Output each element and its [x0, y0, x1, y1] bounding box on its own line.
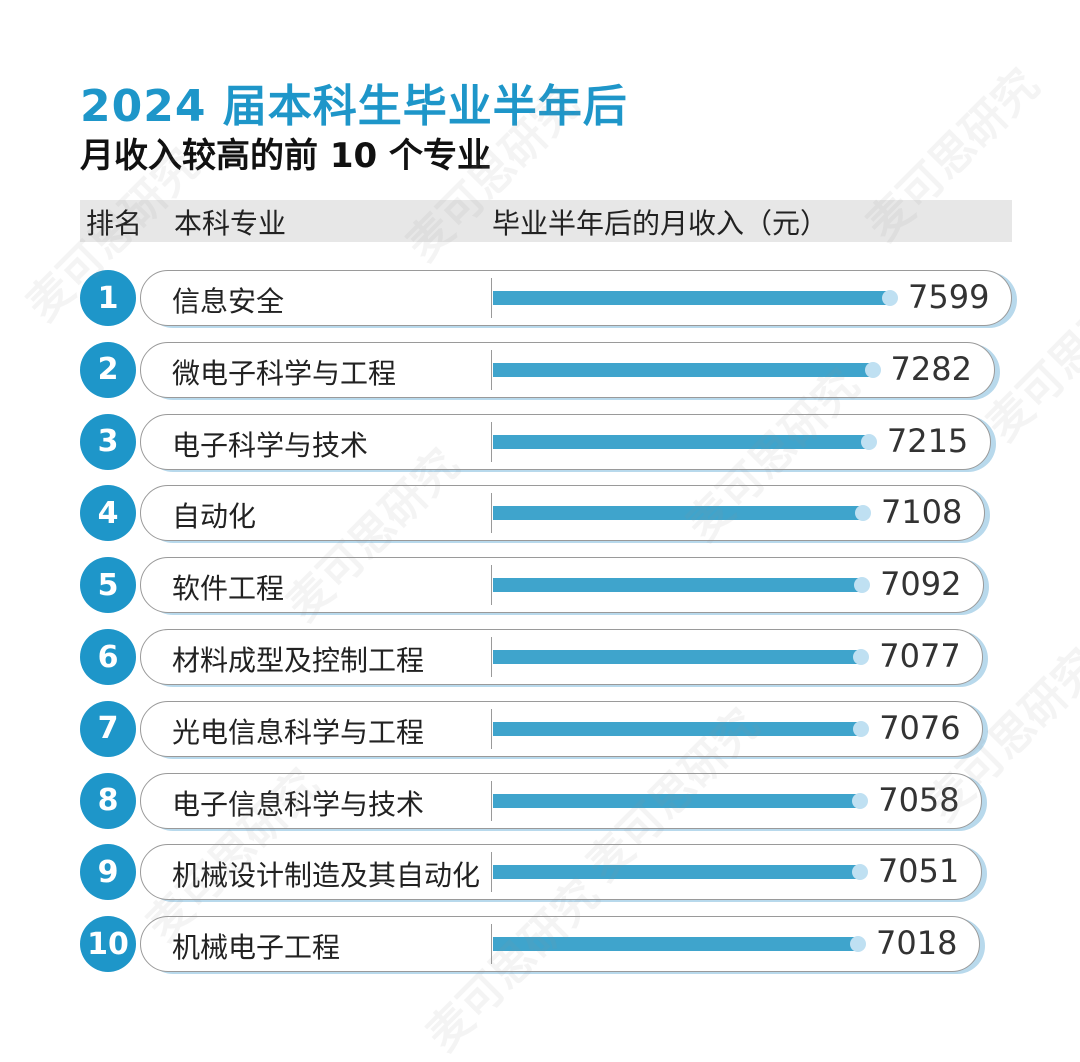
- data-label: 7076: [879, 708, 961, 747]
- chart-row: 9 机械设计制造及其自动化 7051: [80, 844, 988, 901]
- bar-end-dot: [853, 720, 870, 737]
- category-label: 机械电子工程: [172, 931, 341, 965]
- bar-end-dot: [860, 433, 877, 450]
- chart-row: 8 电子信息科学与技术 7058: [80, 772, 988, 829]
- bar-end-dot: [854, 577, 871, 594]
- chart-row: 4 自动化 7108: [80, 485, 991, 542]
- row-divider: [491, 278, 492, 318]
- chart-row: 10 机械电子工程 7018: [80, 916, 986, 973]
- row-divider: [491, 780, 492, 821]
- rank-badge: 2: [80, 341, 136, 398]
- bar: [493, 650, 862, 664]
- bar: [493, 362, 873, 377]
- chart-title-line1: 2024 届本科生毕业半年后: [80, 81, 628, 132]
- bar-end-dot: [850, 936, 866, 953]
- row-divider: [491, 852, 492, 893]
- chart-rows: 1 信息安全 7599 2 微电子科学与工程 7282 3 电子科学与技术 7215 4 自动化 71…: [80, 270, 1018, 973]
- data-label: 7058: [878, 780, 960, 819]
- chart-row: 2 微电子科学与工程 7282: [80, 341, 1001, 398]
- category-label: 自动化: [172, 500, 257, 534]
- bar: [493, 506, 863, 521]
- bar-end-dot: [854, 505, 871, 522]
- chart-title-line2: 月收入较高的前 10 个专业: [80, 136, 491, 176]
- row-divider: [491, 565, 492, 606]
- bar: [493, 937, 858, 952]
- chart-row: 7 光电信息科学与工程 7076: [80, 700, 989, 757]
- rank-badge: 7: [80, 700, 136, 757]
- header-rank: 排名: [86, 207, 143, 240]
- rank-badge: 3: [80, 413, 136, 470]
- row-divider: [491, 493, 492, 534]
- rank-badge: 4: [80, 485, 136, 542]
- bar: [493, 793, 861, 808]
- category-label: 材料成型及控制工程: [172, 644, 425, 677]
- rank-badge: 1: [80, 270, 136, 326]
- bar: [493, 721, 862, 736]
- data-label: 7051: [877, 852, 960, 891]
- rank-badge: 10: [80, 916, 136, 973]
- data-label: 7018: [876, 924, 958, 963]
- data-label: 7215: [886, 421, 969, 460]
- bar-end-dot: [851, 864, 868, 881]
- bar: [493, 291, 890, 305]
- bar-end-dot: [882, 290, 898, 306]
- chart-row: 6 材料成型及控制工程 7077: [80, 629, 989, 685]
- data-label: 7092: [880, 565, 962, 604]
- row-divider: [491, 637, 492, 677]
- bar: [493, 578, 863, 593]
- bar: [493, 865, 860, 880]
- category-label: 软件工程: [172, 572, 285, 606]
- category-label: 光电信息科学与工程: [172, 715, 425, 749]
- rank-badge: 8: [80, 772, 136, 829]
- row-divider: [491, 349, 492, 390]
- row-divider: [491, 421, 492, 462]
- rank-badge: 5: [80, 557, 136, 614]
- data-label: 7108: [880, 493, 963, 532]
- data-label: 7077: [879, 637, 961, 675]
- bar-end-dot: [864, 361, 881, 378]
- bar: [493, 434, 869, 449]
- data-label: 7599: [908, 278, 990, 316]
- category-label: 电子信息科学与技术: [172, 787, 425, 821]
- data-label: 7282: [890, 349, 972, 388]
- table-header: 排名 本科专业 毕业半年后的月收入（元）: [80, 200, 1012, 242]
- header-major: 本科专业: [174, 207, 287, 240]
- chart-row: 1 信息安全 7599: [80, 270, 1018, 326]
- category-label: 机械设计制造及其自动化: [172, 859, 481, 893]
- chart-row: 5 软件工程 7092: [80, 557, 990, 614]
- category-label: 电子科学与技术: [172, 428, 369, 462]
- row-divider: [491, 708, 492, 749]
- rank-badge: 6: [80, 629, 136, 685]
- bar-end-dot: [852, 792, 869, 809]
- row-divider: [491, 924, 492, 965]
- rank-badge: 9: [80, 844, 136, 901]
- category-label: 信息安全: [172, 285, 285, 318]
- chart-row: 3 电子科学与技术 7215: [80, 413, 997, 470]
- category-label: 微电子科学与工程: [172, 356, 397, 390]
- header-income: 毕业半年后的月收入（元）: [492, 207, 829, 240]
- bar-end-dot: [853, 649, 870, 665]
